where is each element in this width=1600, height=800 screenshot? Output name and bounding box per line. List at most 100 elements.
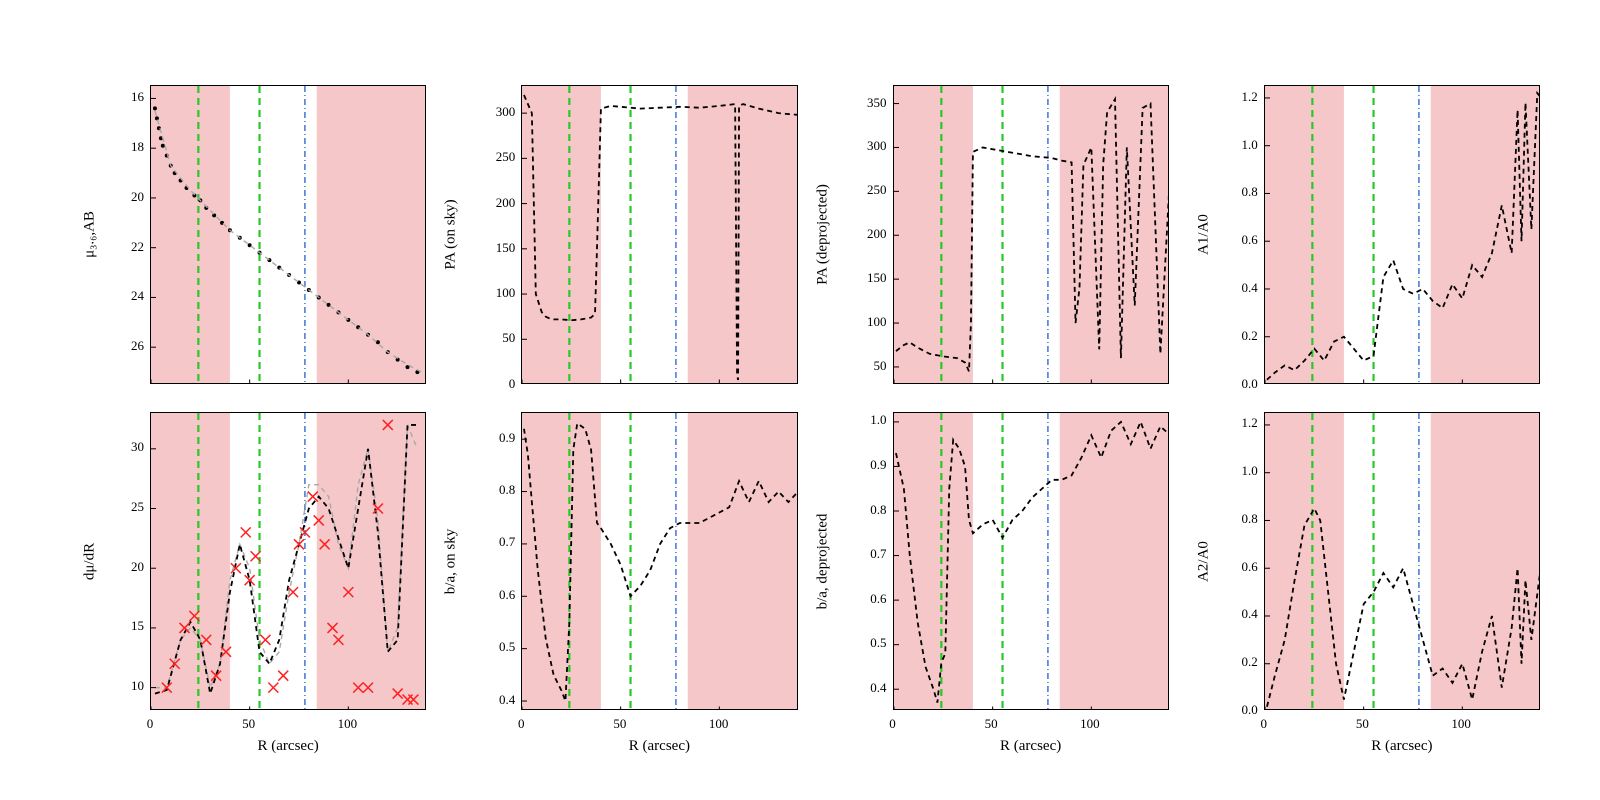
ytick-label: 200 — [471, 195, 515, 211]
marker-x — [260, 634, 270, 644]
ytick-label: 15 — [100, 618, 144, 634]
ytick-label: 300 — [843, 138, 887, 154]
shade-region — [151, 86, 230, 384]
ytick-label: 0.5 — [471, 639, 515, 655]
ytick-label: 0.4 — [843, 680, 887, 696]
shade-region — [1265, 413, 1344, 711]
panel-p1 — [521, 85, 797, 384]
ytick-label: 26 — [100, 338, 144, 354]
xtick-label: 0 — [501, 716, 541, 732]
ylabel: b/a, on sky — [443, 461, 460, 661]
marker-x — [268, 682, 278, 692]
shade-region — [894, 86, 973, 384]
ytick-label: 100 — [471, 285, 515, 301]
shade-region — [317, 86, 427, 384]
xlabel: R (arcsec) — [893, 738, 1169, 755]
ytick-label: 150 — [843, 270, 887, 286]
ytick-label: 350 — [843, 95, 887, 111]
ylabel: A1/A0 — [1195, 135, 1212, 335]
ytick-label: 0.2 — [1214, 654, 1258, 670]
xlabel: R (arcsec) — [1264, 738, 1540, 755]
plot-svg — [1265, 86, 1540, 384]
ytick-label: 0.9 — [843, 457, 887, 473]
shade-region — [1431, 86, 1541, 384]
ytick-label: 0.7 — [471, 534, 515, 550]
ytick-label: 1.0 — [843, 412, 887, 428]
ytick-label: 300 — [471, 104, 515, 120]
marker-x — [241, 527, 251, 537]
xtick-label: 50 — [1342, 716, 1382, 732]
ytick-label: 50 — [471, 330, 515, 346]
ytick-label: 0.6 — [471, 587, 515, 603]
ytick-label: 0 — [471, 376, 515, 392]
marker-x — [278, 670, 288, 680]
panel-p2 — [893, 85, 1169, 384]
xtick-label: 50 — [971, 716, 1011, 732]
plot-svg — [1265, 413, 1540, 711]
ytick-label: 1.0 — [1214, 463, 1258, 479]
marker-dot — [153, 106, 157, 110]
ytick-label: 100 — [843, 314, 887, 330]
panel-p6 — [893, 412, 1169, 711]
ytick-label: 0.5 — [843, 635, 887, 651]
marker-x — [308, 491, 318, 501]
ytick-label: 0.9 — [471, 430, 515, 446]
ytick-label: 20 — [100, 559, 144, 575]
xtick-label: 100 — [699, 716, 739, 732]
ytick-label: 150 — [471, 240, 515, 256]
ytick-label: 1.2 — [1214, 89, 1258, 105]
ytick-label: 250 — [471, 149, 515, 165]
marker-dot — [376, 340, 380, 344]
xtick-label: 100 — [327, 716, 367, 732]
xtick-label: 0 — [873, 716, 913, 732]
ytick-label: 0.4 — [1214, 280, 1258, 296]
panel-p3 — [1264, 85, 1540, 384]
ytick-label: 0.6 — [843, 591, 887, 607]
shade-region — [522, 413, 601, 711]
ytick-label: 0.6 — [1214, 559, 1258, 575]
ytick-label: 30 — [100, 439, 144, 455]
ytick-label: 0.8 — [1214, 511, 1258, 527]
xtick-label: 100 — [1441, 716, 1481, 732]
plot-svg — [522, 413, 797, 711]
shade-region — [317, 413, 427, 711]
plot-svg — [894, 86, 1169, 384]
panel-p5 — [521, 412, 797, 711]
ylabel: PA (deprojected) — [814, 135, 831, 335]
shade-region — [1059, 413, 1169, 711]
ytick-label: 0.8 — [843, 502, 887, 518]
ytick-label: 16 — [100, 89, 144, 105]
shade-region — [894, 413, 973, 711]
ytick-label: 0.6 — [1214, 232, 1258, 248]
plot-svg — [522, 86, 797, 384]
marker-dot — [212, 213, 216, 217]
ylabel: b/a, deprojected — [814, 461, 831, 661]
xtick-label: 0 — [130, 716, 170, 732]
ytick-label: 0.8 — [1214, 184, 1258, 200]
plot-svg — [151, 86, 426, 384]
xtick-label: 100 — [1070, 716, 1110, 732]
ytick-label: 0.8 — [471, 482, 515, 498]
ytick-label: 10 — [100, 678, 144, 694]
ytick-label: 18 — [100, 139, 144, 155]
ytick-label: 22 — [100, 239, 144, 255]
ylabel: μ₃.₆,AB — [82, 135, 99, 335]
ytick-label: 0.4 — [471, 692, 515, 708]
shade-region — [688, 86, 798, 384]
ytick-label: 50 — [843, 358, 887, 374]
xtick-label: 50 — [600, 716, 640, 732]
shade-region — [1431, 413, 1541, 711]
ylabel: dμ/dR — [82, 461, 99, 661]
ytick-label: 24 — [100, 288, 144, 304]
xlabel: R (arcsec) — [521, 738, 797, 755]
plot-svg — [894, 413, 1169, 711]
ytick-label: 0.2 — [1214, 328, 1258, 344]
ytick-label: 1.2 — [1214, 415, 1258, 431]
figure-root: 161820222426μ₃.₆,AB050100150200250300PA … — [0, 0, 1600, 800]
ytick-label: 0.7 — [843, 546, 887, 562]
panel-p7 — [1264, 412, 1540, 711]
ytick-label: 200 — [843, 226, 887, 242]
marker-x — [251, 551, 261, 561]
shade-region — [688, 413, 798, 711]
ylabel: A2/A0 — [1195, 461, 1212, 661]
